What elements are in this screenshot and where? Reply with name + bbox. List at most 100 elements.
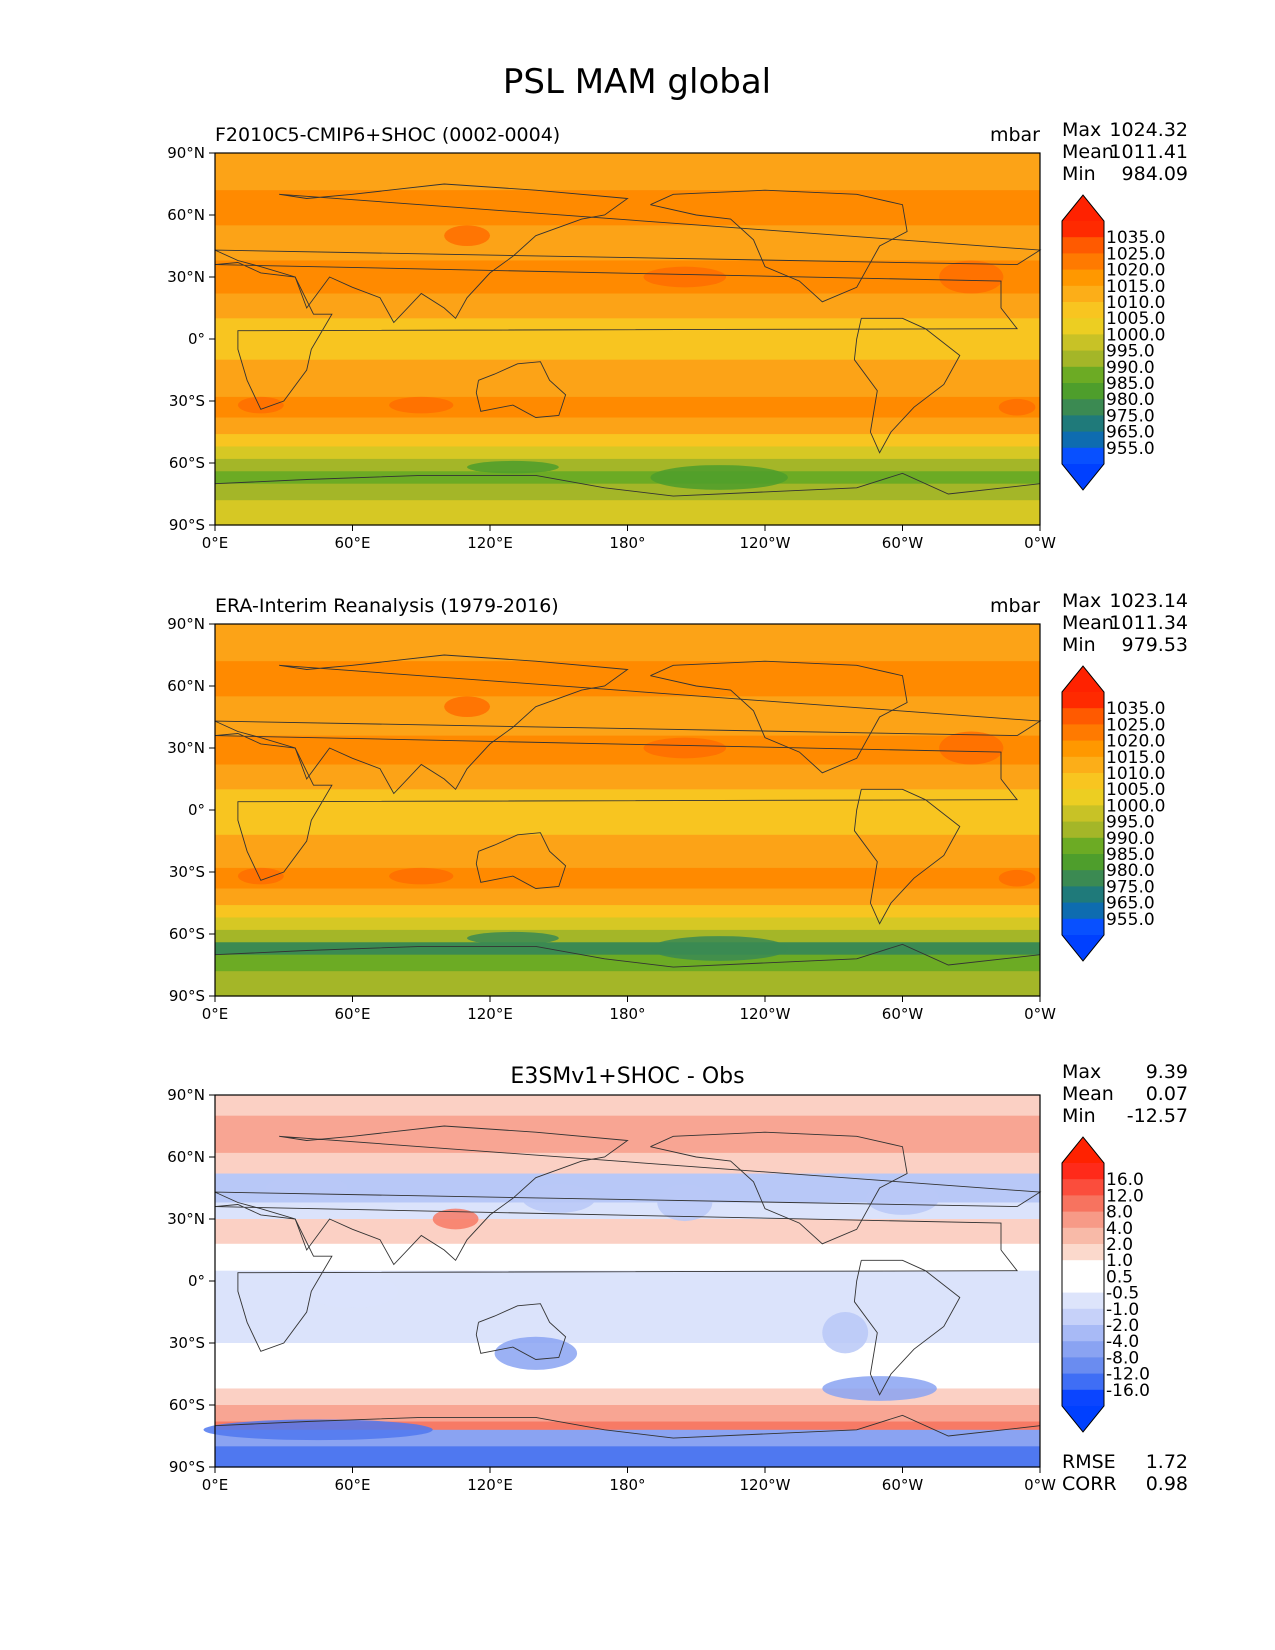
- colorbar-label: 990.0: [1106, 358, 1155, 378]
- x-tick-label: 180°: [609, 1005, 645, 1023]
- x-tick-label: 180°: [609, 1476, 645, 1494]
- map-band: [215, 359, 1040, 398]
- map-band: [215, 293, 1040, 319]
- extra-stat-value: 1.72: [1146, 1451, 1188, 1473]
- coastlines: [214, 1125, 1042, 1439]
- map-band: [215, 225, 1040, 262]
- colorbar-label: 990.0: [1106, 829, 1155, 849]
- colorbar-label: 1015.0: [1106, 277, 1165, 297]
- colorbar-label: 1000.0: [1106, 325, 1165, 345]
- y-tick-label: 30°N: [167, 1210, 205, 1228]
- coastlines: [214, 654, 1042, 968]
- colorbar-segment: [1062, 1163, 1104, 1180]
- pressure-cell: [822, 1376, 937, 1401]
- colorbar-label: -8.0: [1106, 1348, 1139, 1368]
- pressure-cell: [467, 931, 559, 945]
- colorbar-label: 1005.0: [1106, 780, 1165, 800]
- panel-units: mbar: [990, 595, 1040, 617]
- colorbar-extend-top: [1062, 666, 1104, 692]
- stat-label: Min: [1062, 163, 1096, 185]
- colorbar-label: 1000.0: [1106, 796, 1165, 816]
- colorbar: 16.012.08.04.02.01.00.5-0.5-1.0-2.0-4.0-…: [1061, 1136, 1150, 1433]
- map-band: [215, 971, 1040, 985]
- coastline: [475, 1303, 567, 1360]
- stat-value: 1011.34: [1109, 612, 1188, 634]
- colorbar-label: 16.0: [1106, 1170, 1144, 1190]
- x-tick-label: 180°: [609, 534, 645, 552]
- y-tick-label: 0°: [188, 1272, 205, 1290]
- pressure-cell: [494, 1336, 578, 1370]
- y-tick-label: 0°: [188, 330, 205, 348]
- map-field-ref: [215, 624, 1040, 997]
- panels: 0°E 60°E 120°E 180° 120°W 60°W 0°W 90°N 60°N 30°N…: [167, 119, 1188, 1495]
- map-band: [215, 1115, 1040, 1154]
- pressure-cell: [865, 1181, 940, 1215]
- map-band: [215, 458, 1040, 472]
- coastline: [214, 183, 1042, 324]
- stat-value: -12.57: [1127, 1105, 1188, 1127]
- colorbar: 1035.01025.01020.01015.01010.01005.01000…: [1061, 665, 1165, 962]
- colorbar-label: 980.0: [1106, 390, 1155, 410]
- colorbar-label: 955.0: [1106, 439, 1155, 459]
- y-tick-label: 30°N: [167, 268, 205, 286]
- map-band: [215, 1405, 1040, 1423]
- pressure-cell: [657, 1183, 713, 1222]
- pressure-cell: [432, 1208, 479, 1230]
- map-band: [215, 1202, 1040, 1220]
- coastline: [853, 317, 961, 454]
- map-band: [215, 1446, 1040, 1468]
- coastline: [214, 262, 1019, 410]
- colorbar-label: 975.0: [1106, 406, 1155, 426]
- colorbar-label: 1025.0: [1106, 244, 1165, 264]
- map-band: [215, 1421, 1040, 1431]
- x-tick-label: 0°W: [1024, 1476, 1056, 1494]
- x-tick-label: 120°E: [467, 534, 513, 552]
- coastline: [214, 1125, 1042, 1266]
- colorbar-segment: [1062, 805, 1104, 823]
- colorbar-label: 12.0: [1106, 1186, 1144, 1206]
- map-band: [215, 512, 1040, 526]
- y-tick-label: 90°N: [167, 615, 205, 633]
- y-tick-label: 90°S: [169, 516, 205, 534]
- colorbar-segment: [1062, 431, 1104, 449]
- stat-label: Min: [1062, 1105, 1096, 1127]
- map-band: [215, 500, 1040, 514]
- colorbar-segment: [1062, 789, 1104, 806]
- coastline: [214, 733, 1019, 881]
- map-band: [215, 318, 1040, 361]
- colorbar-label: 955.0: [1106, 910, 1155, 930]
- stat-label: Mean: [1062, 612, 1114, 634]
- stat-value: 1024.32: [1109, 119, 1188, 141]
- stat-label: Max: [1062, 590, 1101, 612]
- colorbar-segment: [1062, 870, 1104, 887]
- x-tick-label: 0°W: [1024, 1005, 1056, 1023]
- colorbar-label: 1.0: [1106, 1251, 1133, 1271]
- colorbar-segment: [1062, 1179, 1104, 1196]
- pressure-cell: [650, 936, 788, 961]
- colorbar-segment: [1062, 399, 1104, 416]
- colorbar-extend-bottom: [1062, 935, 1104, 961]
- map-band: [215, 867, 1040, 890]
- map-field-test: [215, 153, 1040, 526]
- stat-label: Mean: [1062, 1083, 1114, 1105]
- colorbar-extend-bottom: [1062, 464, 1104, 490]
- map-band: [215, 417, 1040, 435]
- colorbar-label: 8.0: [1106, 1203, 1133, 1223]
- colorbar-outline: [1061, 1136, 1105, 1433]
- pressure-cell: [939, 731, 1004, 765]
- colorbar-label: 995.0: [1106, 813, 1155, 833]
- x-tick-label: 0°E: [202, 534, 229, 552]
- map-band: [215, 929, 1040, 943]
- colorbar-segment: [1062, 253, 1104, 271]
- colorbar-label: 1010.0: [1106, 293, 1165, 313]
- colorbar-segment: [1062, 221, 1104, 238]
- colorbar-segment: [1062, 1260, 1104, 1277]
- x-tick-label: 0°E: [202, 1005, 229, 1023]
- coastline: [853, 1259, 961, 1396]
- colorbar-label: 975.0: [1106, 877, 1155, 897]
- colorbar-segment: [1062, 1211, 1104, 1229]
- colorbar-label: 985.0: [1106, 845, 1155, 865]
- pressure-cell: [444, 696, 491, 718]
- colorbar-label: -4.0: [1106, 1332, 1139, 1352]
- colorbar-segment: [1062, 724, 1104, 742]
